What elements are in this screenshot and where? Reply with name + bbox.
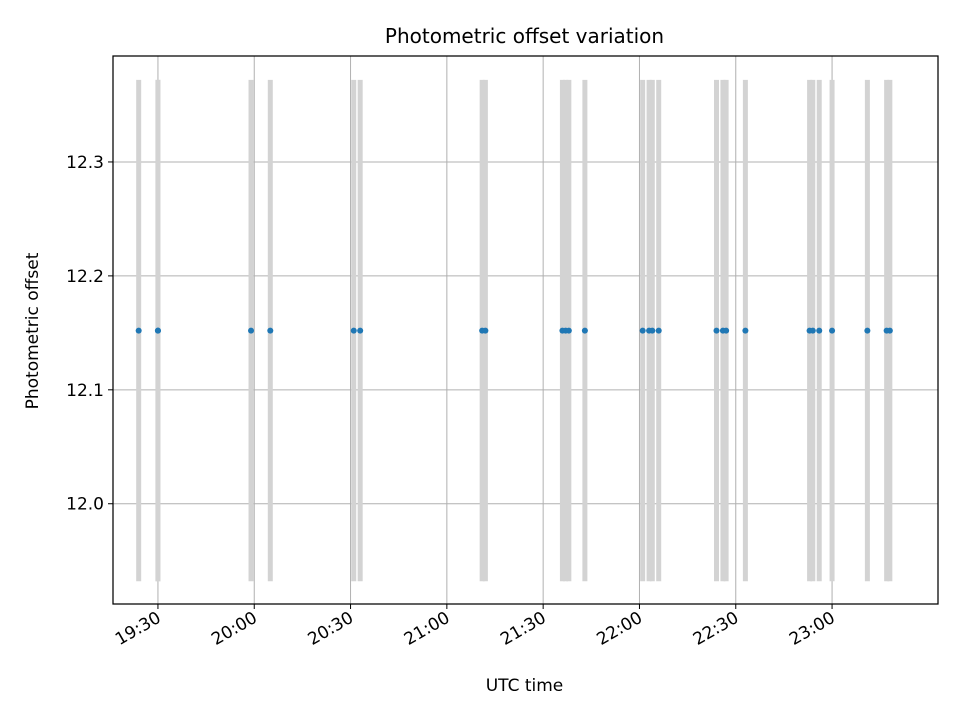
data-points <box>135 327 893 334</box>
data-point <box>154 327 161 334</box>
data-point <box>655 327 662 334</box>
data-point <box>816 327 823 334</box>
y-tick-label: 12.1 <box>66 381 104 401</box>
data-point <box>267 327 274 334</box>
y-tick-label: 12.0 <box>66 495 104 515</box>
data-point <box>864 327 871 334</box>
data-point <box>829 327 836 334</box>
data-point <box>886 327 893 334</box>
data-point <box>565 327 572 334</box>
data-point <box>350 327 357 334</box>
data-point <box>723 327 730 334</box>
data-point <box>742 327 749 334</box>
data-point <box>581 327 588 334</box>
chart-title: Photometric offset variation <box>385 24 664 48</box>
data-point <box>248 327 255 334</box>
data-point <box>809 327 816 334</box>
y-tick-label: 12.3 <box>66 153 104 173</box>
y-tick-label: 12.2 <box>66 267 104 287</box>
x-axis-label: UTC time <box>486 676 564 696</box>
data-point <box>649 327 656 334</box>
y-axis-label: Photometric offset <box>23 252 43 409</box>
data-point <box>135 327 142 334</box>
data-point <box>713 327 720 334</box>
plot-frame <box>112 55 939 605</box>
data-point <box>357 327 364 334</box>
data-point <box>639 327 646 334</box>
data-point <box>482 327 489 334</box>
